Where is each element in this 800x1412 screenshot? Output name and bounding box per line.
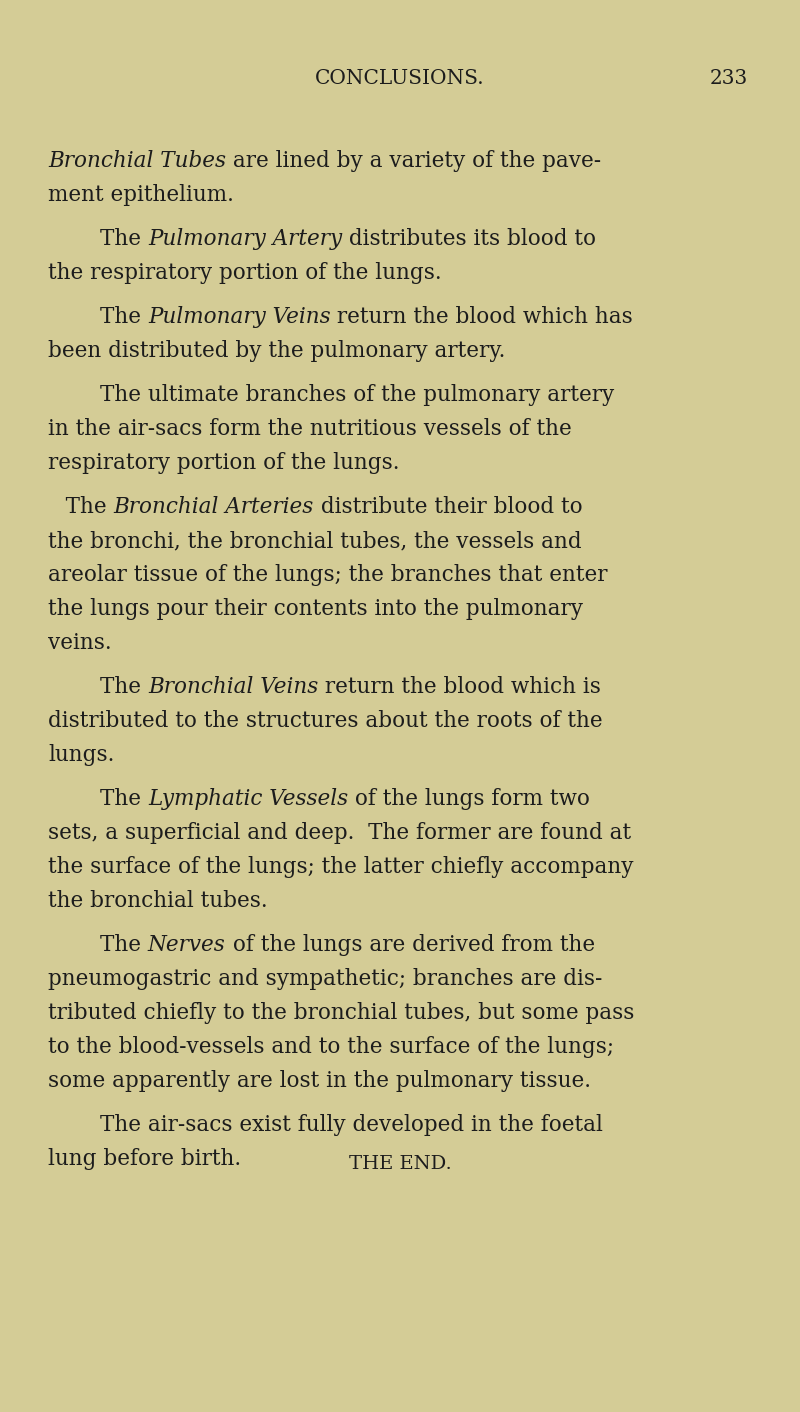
Text: tributed chiefly to the bronchial tubes, but some pass: tributed chiefly to the bronchial tubes,…	[48, 1003, 634, 1024]
Text: The: The	[100, 227, 148, 250]
Text: The: The	[48, 496, 114, 518]
Text: Bronchial Veins: Bronchial Veins	[148, 676, 318, 698]
Text: distributed to the structures about the roots of the: distributed to the structures about the …	[48, 710, 602, 731]
Text: of the lungs form two: of the lungs form two	[348, 788, 590, 810]
Text: ment epithelium.: ment epithelium.	[48, 184, 234, 206]
Text: the bronchial tubes.: the bronchial tubes.	[48, 890, 268, 912]
Text: return the blood which is: return the blood which is	[318, 676, 601, 698]
Text: to the blood-vessels and to the surface of the lungs;: to the blood-vessels and to the surface …	[48, 1036, 614, 1058]
Text: veins.: veins.	[48, 633, 112, 654]
Text: the surface of the lungs; the latter chiefly accompany: the surface of the lungs; the latter chi…	[48, 856, 634, 878]
Text: 233: 233	[710, 69, 748, 88]
Text: lung before birth.: lung before birth.	[48, 1148, 241, 1171]
Text: Nerves: Nerves	[148, 933, 226, 956]
Text: lungs.: lungs.	[48, 744, 114, 765]
Text: The: The	[100, 933, 148, 956]
Text: the lungs pour their contents into the pulmonary: the lungs pour their contents into the p…	[48, 599, 583, 620]
Text: THE END.: THE END.	[349, 1155, 451, 1173]
Text: CONCLUSIONS.: CONCLUSIONS.	[315, 69, 485, 88]
Text: distributes its blood to: distributes its blood to	[342, 227, 596, 250]
Text: the respiratory portion of the lungs.: the respiratory portion of the lungs.	[48, 263, 442, 284]
Text: areolar tissue of the lungs; the branches that enter: areolar tissue of the lungs; the branche…	[48, 563, 607, 586]
Text: pneumogastric and sympathetic; branches are dis-: pneumogastric and sympathetic; branches …	[48, 969, 602, 990]
Text: Bronchial Arteries: Bronchial Arteries	[114, 496, 314, 518]
Text: Lymphatic Vessels: Lymphatic Vessels	[148, 788, 348, 810]
Text: The air-sacs exist fully developed in the foetal: The air-sacs exist fully developed in th…	[100, 1114, 603, 1137]
Text: of the lungs are derived from the: of the lungs are derived from the	[226, 933, 594, 956]
Text: are lined by a variety of the pave-: are lined by a variety of the pave-	[226, 150, 601, 172]
Text: Pulmonary Artery: Pulmonary Artery	[148, 227, 342, 250]
Text: The: The	[100, 676, 148, 698]
Text: the bronchi, the bronchial tubes, the vessels and: the bronchi, the bronchial tubes, the ve…	[48, 530, 582, 552]
Text: The: The	[100, 306, 148, 328]
Text: The: The	[100, 788, 148, 810]
Text: been distributed by the pulmonary artery.: been distributed by the pulmonary artery…	[48, 340, 506, 361]
Text: respiratory portion of the lungs.: respiratory portion of the lungs.	[48, 452, 399, 474]
Text: return the blood which has: return the blood which has	[330, 306, 634, 328]
Text: in the air-sacs form the nutritious vessels of the: in the air-sacs form the nutritious vess…	[48, 418, 572, 441]
Text: distribute their blood to: distribute their blood to	[314, 496, 582, 518]
Text: The ultimate branches of the pulmonary artery: The ultimate branches of the pulmonary a…	[100, 384, 614, 407]
Text: some apparently are lost in the pulmonary tissue.: some apparently are lost in the pulmonar…	[48, 1070, 591, 1091]
Text: Pulmonary Veins: Pulmonary Veins	[148, 306, 330, 328]
Text: Bronchial Tubes: Bronchial Tubes	[48, 150, 226, 172]
Text: sets, a superficial and deep.  The former are found at: sets, a superficial and deep. The former…	[48, 822, 631, 844]
